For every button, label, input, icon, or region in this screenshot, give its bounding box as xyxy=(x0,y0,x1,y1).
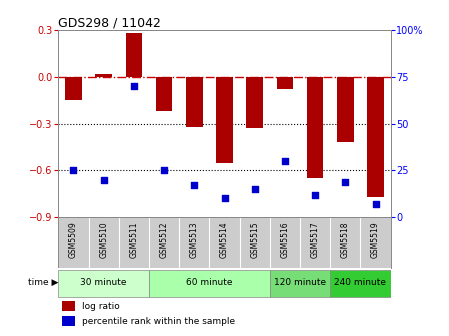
Text: GSM5510: GSM5510 xyxy=(99,222,108,258)
Point xyxy=(251,186,258,192)
Bar xyxy=(156,77,172,111)
Bar xyxy=(65,77,82,100)
Point xyxy=(342,179,349,184)
Bar xyxy=(337,77,354,142)
Point xyxy=(70,168,77,173)
Bar xyxy=(277,77,293,89)
Text: GSM5512: GSM5512 xyxy=(159,222,168,258)
Text: GSM5517: GSM5517 xyxy=(311,222,320,258)
Point xyxy=(160,168,167,173)
Point xyxy=(130,84,137,89)
Text: 240 minute: 240 minute xyxy=(335,278,387,287)
Point xyxy=(191,183,198,188)
Bar xyxy=(62,301,75,311)
Bar xyxy=(62,317,75,326)
Bar xyxy=(216,77,233,163)
Text: GSM5519: GSM5519 xyxy=(371,222,380,258)
Text: 60 minute: 60 minute xyxy=(186,278,233,287)
Point xyxy=(282,158,289,164)
Text: log ratio: log ratio xyxy=(82,301,119,310)
Text: time ▶: time ▶ xyxy=(28,278,58,287)
Bar xyxy=(247,77,263,128)
Point xyxy=(372,201,379,207)
Text: GSM5511: GSM5511 xyxy=(129,222,138,258)
Text: GSM5509: GSM5509 xyxy=(69,222,78,258)
Text: GSM5518: GSM5518 xyxy=(341,222,350,258)
Bar xyxy=(95,74,112,77)
Bar xyxy=(330,270,391,297)
Bar xyxy=(58,270,149,297)
Bar xyxy=(307,77,323,178)
Text: GSM5515: GSM5515 xyxy=(250,222,259,258)
Bar xyxy=(367,77,384,197)
Text: percentile rank within the sample: percentile rank within the sample xyxy=(82,317,235,326)
Text: GDS298 / 11042: GDS298 / 11042 xyxy=(58,16,161,29)
Text: GSM5514: GSM5514 xyxy=(220,222,229,258)
Point xyxy=(100,177,107,182)
Text: GSM5513: GSM5513 xyxy=(190,222,199,258)
Text: GSM5516: GSM5516 xyxy=(281,222,290,258)
Point xyxy=(312,192,319,198)
Text: 120 minute: 120 minute xyxy=(274,278,326,287)
Text: 30 minute: 30 minute xyxy=(80,278,127,287)
Bar xyxy=(149,270,270,297)
Bar xyxy=(270,270,330,297)
Bar xyxy=(186,77,202,127)
Bar xyxy=(126,33,142,77)
Point xyxy=(221,196,228,201)
